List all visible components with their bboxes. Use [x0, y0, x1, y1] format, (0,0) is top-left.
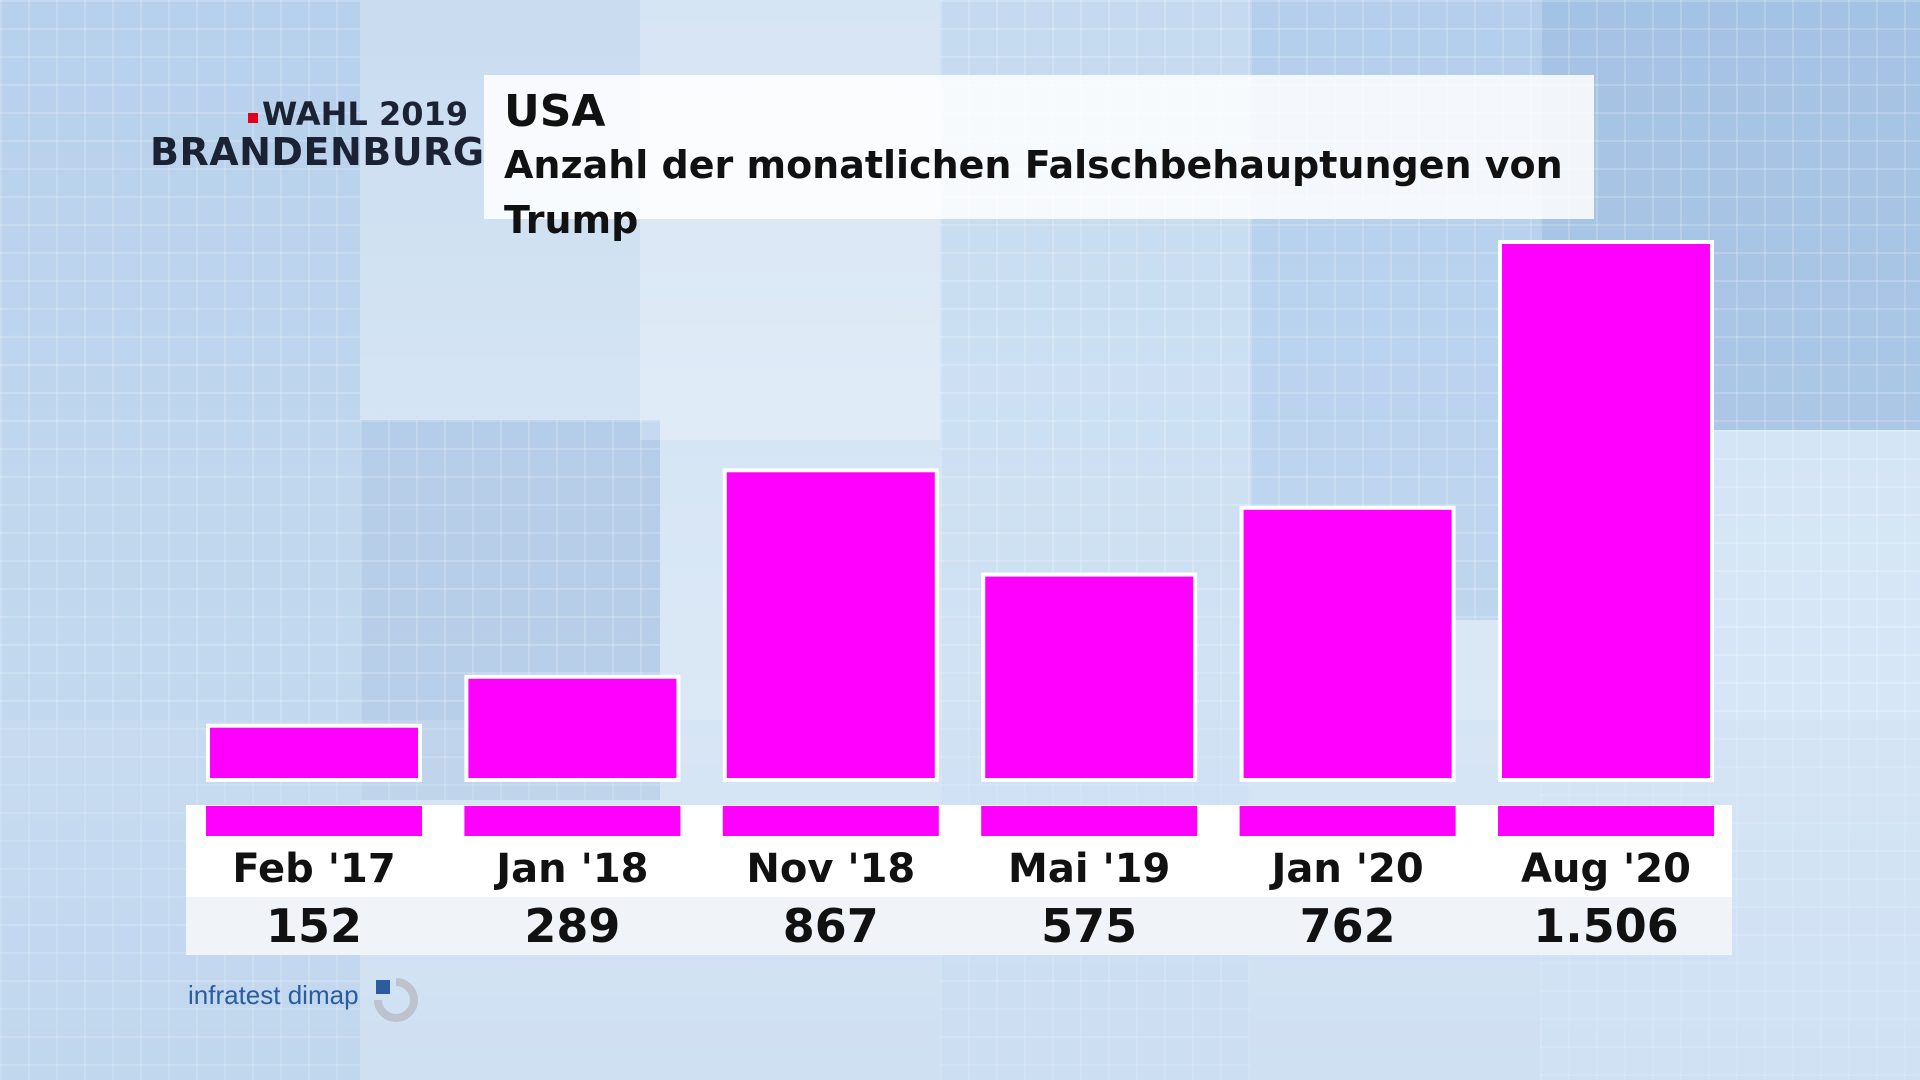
infratest-logo-icon [374, 978, 418, 1022]
category-label: Nov '18 [746, 846, 915, 892]
bar [1239, 505, 1456, 782]
bar [1498, 240, 1714, 782]
legend-swatch [206, 806, 422, 836]
source-label: infratest dimap [188, 980, 359, 1010]
category-label: Jan '20 [1269, 846, 1424, 892]
bar [981, 572, 1198, 782]
chart-subtitle: Anzahl der monatlichen Falschbehauptunge… [504, 142, 1563, 242]
value-label: 1.506 [1533, 899, 1679, 953]
value-row [186, 897, 1732, 955]
wahl-brandenburg-logo: WAHL 2019 BRANDENBURG [150, 95, 485, 176]
legend-swatch [1498, 806, 1714, 836]
legend-swatch [1239, 806, 1456, 836]
category-label: Feb '17 [232, 846, 395, 892]
bar [206, 723, 422, 783]
legend-swatch [722, 806, 939, 836]
bar [722, 468, 939, 782]
red-square-icon [248, 113, 258, 123]
category-label: Jan '18 [493, 846, 648, 892]
category-label: Mai '19 [1008, 846, 1170, 892]
bar [464, 674, 681, 782]
legend-swatch [981, 806, 1198, 836]
value-label: 867 [783, 899, 879, 953]
logo-line2: BRANDENBURG [150, 130, 485, 174]
title-box: USA Anzahl der monatlichen Falschbehaupt… [484, 75, 1594, 242]
value-label: 289 [524, 899, 620, 953]
legend-swatch [464, 806, 681, 836]
logo-line1: WAHL 2019 [262, 95, 468, 133]
category-label: Aug '20 [1521, 846, 1691, 892]
value-label: 575 [1041, 899, 1137, 953]
chart-title: USA [504, 86, 606, 137]
value-label: 152 [266, 899, 362, 953]
value-label: 762 [1300, 899, 1396, 953]
